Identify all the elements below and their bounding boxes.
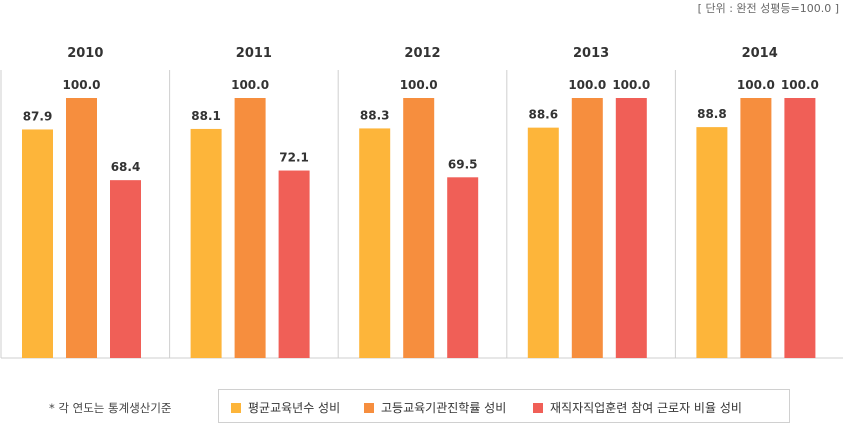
data-label: 88.6	[528, 108, 558, 122]
data-label: 68.4	[111, 160, 141, 174]
bar	[447, 177, 479, 358]
data-label: 100.0	[231, 78, 269, 92]
chart-footer: * 각 연도는 통계생산기준 평균교육년수 성비 고등교육기관진학률 성비 재직…	[0, 386, 843, 426]
bar	[66, 98, 97, 358]
bar	[403, 98, 435, 358]
bar	[740, 98, 772, 358]
bar	[22, 129, 53, 358]
bar-chart: 87.9 100.0 68.4 88.1 100.0 72.1 88.3 100.0 69.5 8…	[0, 46, 843, 359]
data-label: 100.0	[612, 78, 650, 92]
bar	[571, 98, 603, 358]
year-label: 2011	[236, 46, 272, 61]
legend-item-1: 평균교육년수 성비	[231, 399, 340, 416]
year-label: 2014	[742, 46, 778, 61]
bar	[696, 127, 728, 359]
bar	[615, 98, 647, 358]
legend-swatch-1	[231, 403, 241, 413]
bar	[110, 180, 141, 358]
legend-item-3: 재직자직업훈련 참여 근로자 비율 성비	[533, 399, 742, 416]
bar	[359, 128, 391, 358]
value-labels: 87.9 100.0 68.4 88.1 100.0 72.1 88.3 100.0 69.5 8…	[23, 78, 819, 174]
year-label: 2012	[404, 46, 440, 61]
bar	[784, 98, 816, 358]
bar	[527, 127, 559, 358]
year-labels: 2010 2011 2012 2013 2014	[67, 46, 778, 61]
data-label: 88.1	[191, 109, 221, 123]
data-label: 72.1	[279, 151, 309, 165]
year-label: 2013	[573, 46, 609, 61]
data-label: 87.9	[23, 109, 53, 123]
data-label: 100.0	[781, 78, 819, 92]
bars	[22, 98, 816, 359]
data-label: 69.5	[448, 157, 478, 171]
legend-label-2: 고등교육기관진학률 성비	[381, 401, 507, 415]
data-label: 100.0	[737, 78, 775, 92]
data-label: 100.0	[400, 78, 438, 92]
year-label: 2010	[67, 46, 103, 61]
footnote: * 각 연도는 통계생산기준	[49, 401, 172, 415]
legend-item-2: 고등교육기관진학률 성비	[364, 399, 506, 416]
legend-label-1: 평균교육년수 성비	[248, 401, 341, 415]
data-label: 100.0	[63, 78, 101, 92]
legend-swatch-2	[364, 403, 374, 413]
bar	[278, 170, 310, 358]
unit-note: [ 단위 : 완전 성평등=100.0 ]	[697, 2, 839, 15]
year-panels	[0, 70, 843, 359]
data-label: 100.0	[568, 78, 606, 92]
data-label: 88.8	[697, 107, 727, 121]
data-label: 88.3	[360, 108, 390, 122]
legend-label-3: 재직자직업훈련 참여 근로자 비율 성비	[550, 401, 742, 415]
legend: 평균교육년수 성비 고등교육기관진학률 성비 재직자직업훈련 참여 근로자 비율…	[218, 389, 790, 423]
bar	[234, 98, 266, 358]
bar	[190, 128, 222, 358]
legend-swatch-3	[533, 403, 543, 413]
